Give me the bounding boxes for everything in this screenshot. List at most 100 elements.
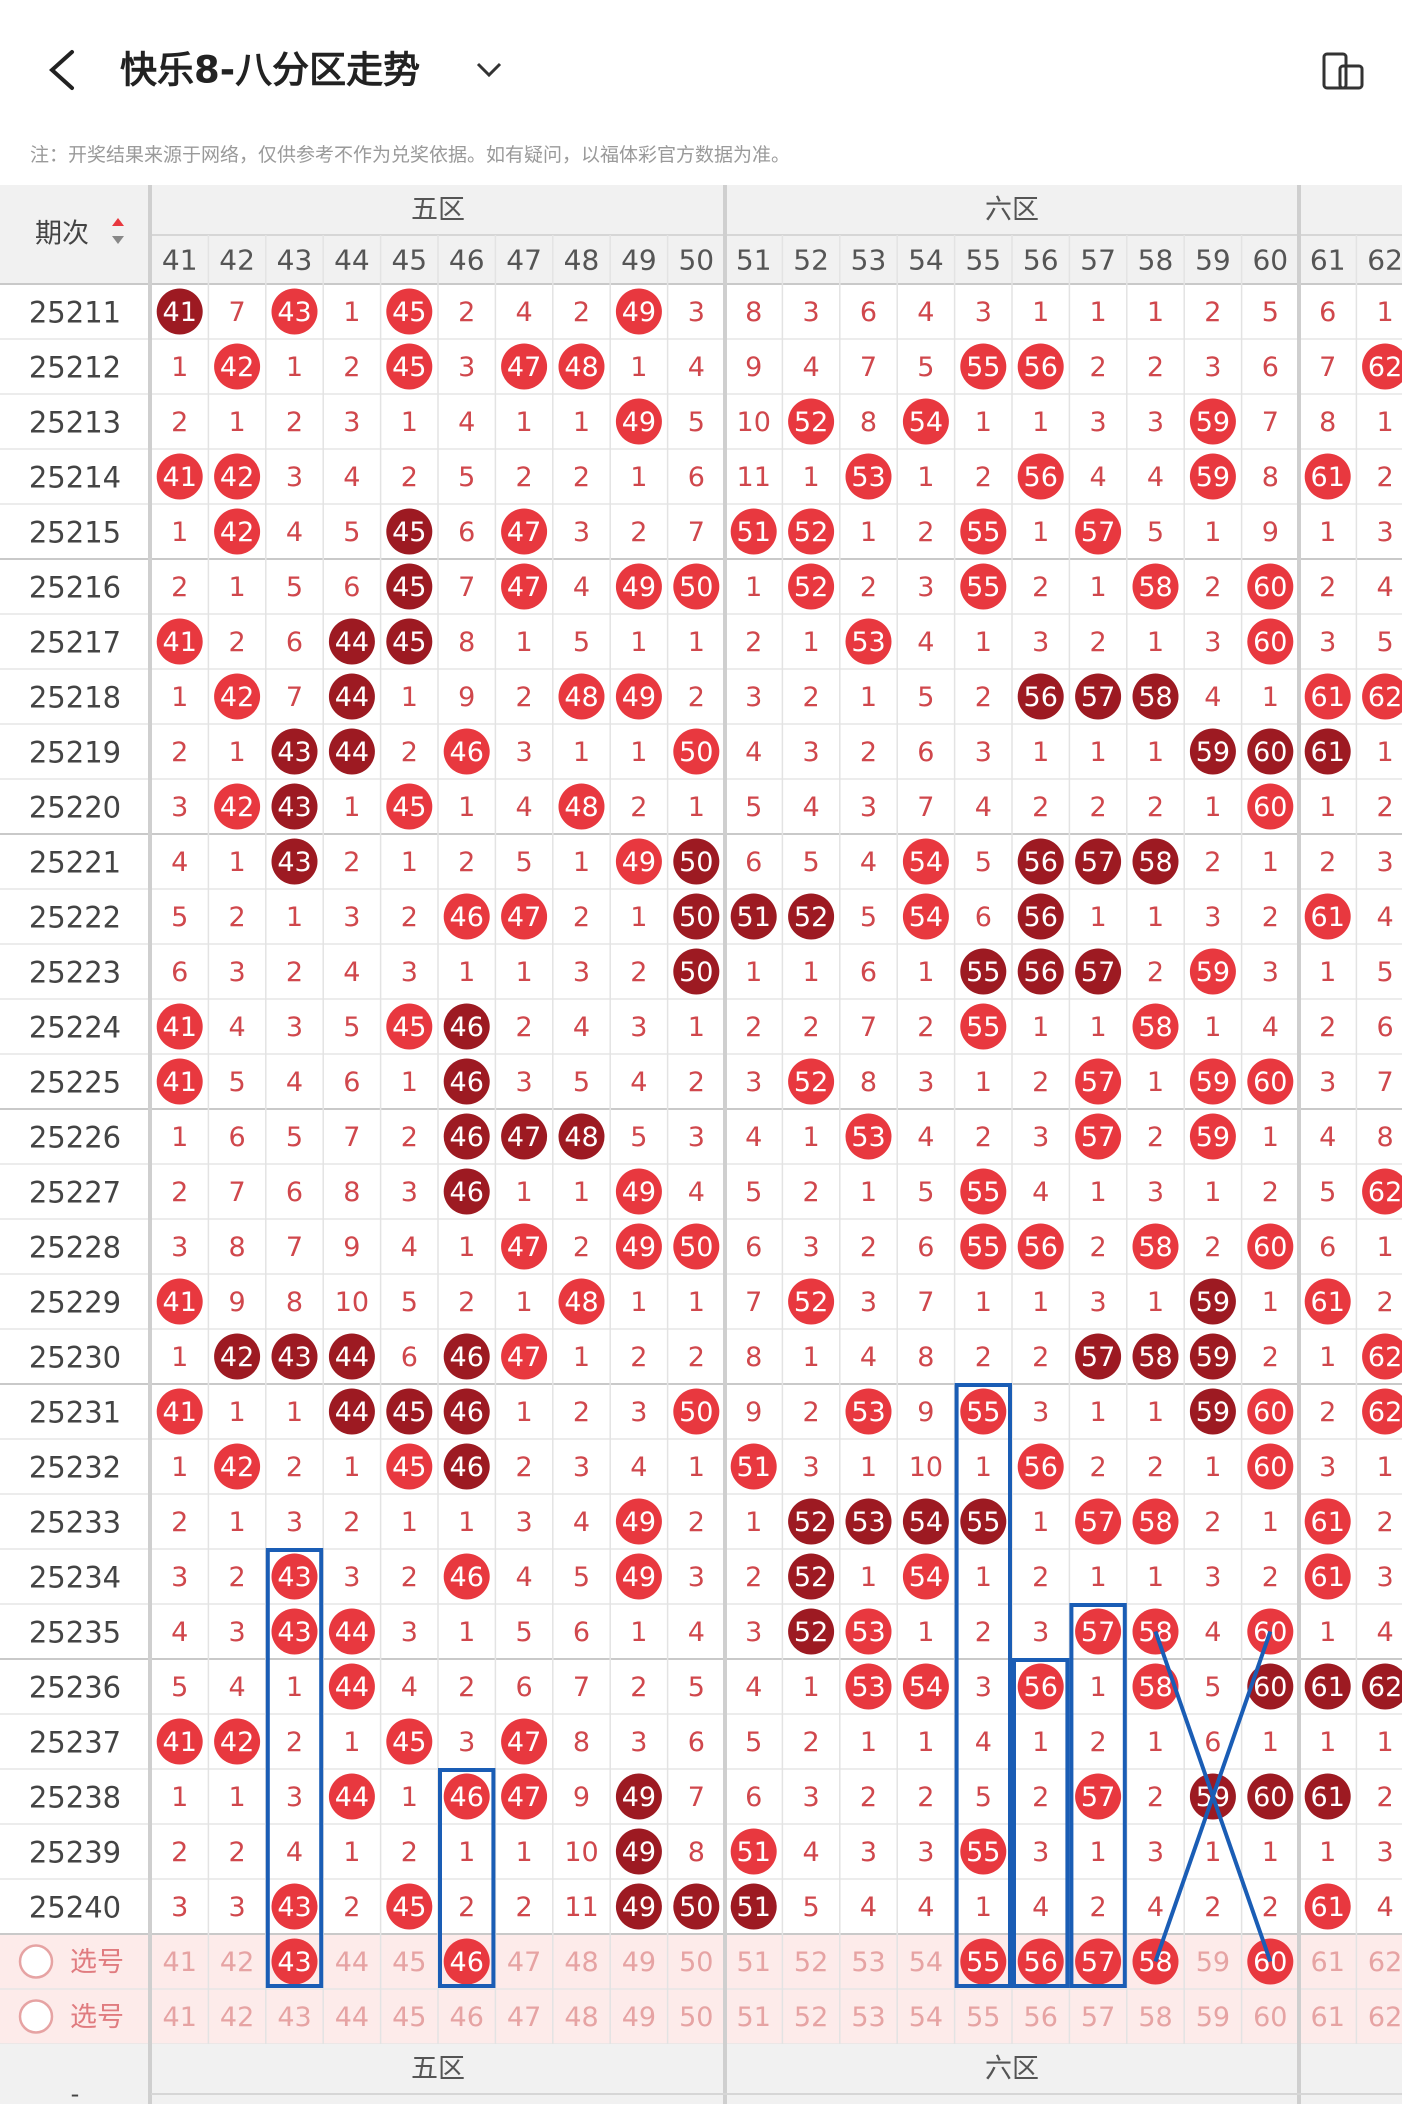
- ball: [1247, 563, 1294, 610]
- miss-count: 2: [860, 572, 877, 603]
- miss-count: 2: [171, 572, 188, 603]
- ball: [214, 783, 261, 830]
- ball-number: 61: [1311, 902, 1345, 933]
- miss-count: 2: [458, 1287, 475, 1318]
- dropdown-icon[interactable]: [476, 62, 502, 78]
- miss-count: 1: [975, 1287, 992, 1318]
- miss-count: 2: [171, 1507, 188, 1538]
- miss-count: 1: [1377, 297, 1394, 328]
- period: 25219: [29, 736, 121, 770]
- ball-number: 43: [277, 297, 311, 328]
- miss-count: 3: [516, 737, 533, 768]
- ball-number: 60: [1253, 572, 1287, 603]
- miss-count: 2: [573, 1397, 590, 1428]
- miss-count: 1: [1262, 1507, 1279, 1538]
- miss-count: 3: [1090, 407, 1107, 438]
- miss-count: 11: [564, 1892, 598, 1923]
- ball-number: 56: [1024, 1232, 1058, 1263]
- ball-number: 43: [277, 737, 311, 768]
- miss-count: 42: [220, 2002, 254, 2033]
- miss-count: 6: [1262, 352, 1279, 383]
- period: 25229: [29, 1286, 121, 1320]
- column-number: 44: [334, 244, 370, 277]
- miss-count: 3: [171, 1562, 188, 1593]
- miss-count: 1: [1147, 1727, 1164, 1758]
- ball: [1189, 1333, 1236, 1380]
- ball-number: 60: [1253, 1397, 1287, 1428]
- ball-number: 47: [507, 1342, 541, 1373]
- miss-count: 1: [917, 462, 934, 493]
- miss-count: 1: [1032, 297, 1049, 328]
- miss-count: 2: [1262, 1342, 1279, 1373]
- ball-number: 47: [507, 1122, 541, 1153]
- miss-count: 1: [171, 1782, 188, 1813]
- miss-count: 1: [630, 902, 647, 933]
- miss-count: 2: [229, 1837, 246, 1868]
- miss-count: 53: [851, 1947, 885, 1978]
- ball: [902, 838, 949, 885]
- miss-count: 9: [343, 1232, 360, 1263]
- miss-count: 1: [229, 572, 246, 603]
- ball-number: 58: [1138, 1947, 1172, 1978]
- miss-count: 5: [343, 1012, 360, 1043]
- miss-count: 3: [171, 1232, 188, 1263]
- ball: [443, 728, 490, 775]
- miss-count: 3: [1204, 1562, 1221, 1593]
- miss-count: 6: [745, 1232, 762, 1263]
- miss-count: 4: [803, 792, 820, 823]
- miss-count: 1: [171, 1342, 188, 1373]
- miss-count: 1: [458, 957, 475, 988]
- miss-count: 3: [1147, 1837, 1164, 1868]
- ball-number: 61: [1311, 462, 1345, 493]
- miss-count: 7: [286, 1232, 303, 1263]
- miss-count: 3: [803, 737, 820, 768]
- back-button[interactable]: [49, 50, 74, 90]
- miss-count: 1: [630, 627, 647, 658]
- miss-count: 2: [1032, 792, 1049, 823]
- miss-count: 6: [343, 572, 360, 603]
- miss-count: 7: [917, 792, 934, 823]
- layout-icon[interactable]: [1322, 52, 1364, 90]
- miss-count: 2: [745, 1562, 762, 1593]
- ball: [271, 1883, 318, 1930]
- ball-number: 52: [794, 407, 828, 438]
- miss-count: 41: [163, 1947, 197, 1978]
- miss-count: 2: [975, 1122, 992, 1153]
- miss-count: 1: [458, 1837, 475, 1868]
- miss-count: 3: [1377, 847, 1394, 878]
- period: 25215: [29, 516, 121, 550]
- ball-number: 45: [392, 627, 426, 658]
- select-radio[interactable]: [18, 1944, 54, 1979]
- miss-count: 1: [1319, 1727, 1336, 1758]
- ball: [443, 1388, 490, 1435]
- miss-count: 2: [860, 737, 877, 768]
- ball: [558, 1278, 605, 1325]
- miss-count: 2: [630, 792, 647, 823]
- ball: [960, 948, 1007, 995]
- miss-count: 2: [286, 407, 303, 438]
- miss-count: 4: [1204, 1617, 1221, 1648]
- ball-number: 49: [622, 407, 656, 438]
- miss-count: 4: [1377, 572, 1394, 603]
- miss-count: 2: [573, 297, 590, 328]
- miss-count: 3: [917, 1067, 934, 1098]
- ball: [1075, 1113, 1122, 1160]
- miss-count: 3: [630, 1727, 647, 1758]
- miss-count: 1: [343, 297, 360, 328]
- miss-count: 7: [229, 297, 246, 328]
- ball: [271, 1608, 318, 1655]
- miss-count: 2: [1204, 1232, 1221, 1263]
- ball: [960, 1168, 1007, 1215]
- miss-count: 1: [229, 1397, 246, 1428]
- miss-count: 2: [1204, 297, 1221, 328]
- select-radio[interactable]: [18, 1999, 54, 2034]
- miss-count: 11: [737, 462, 771, 493]
- ball: [788, 1498, 835, 1545]
- miss-count: 3: [975, 1672, 992, 1703]
- ball-number: 60: [1253, 1672, 1287, 1703]
- ball: [386, 1883, 433, 1930]
- ball: [845, 453, 892, 500]
- miss-count: 8: [860, 407, 877, 438]
- ball-number: 49: [622, 1782, 656, 1813]
- miss-count: 1: [1032, 1287, 1049, 1318]
